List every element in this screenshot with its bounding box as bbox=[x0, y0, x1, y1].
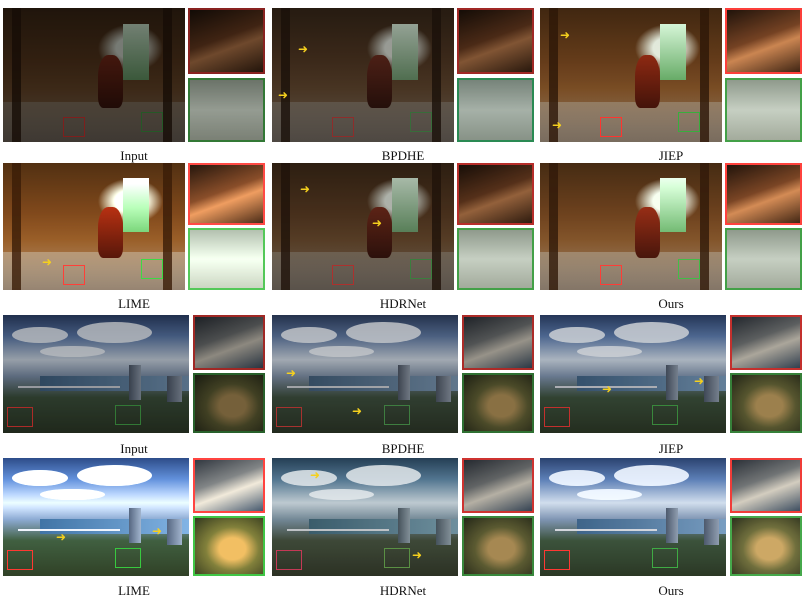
green-zoom-crop bbox=[457, 228, 534, 290]
green-zoom-box bbox=[410, 112, 432, 132]
scene-image bbox=[3, 8, 185, 142]
panel-r3c1 bbox=[3, 315, 265, 433]
scene-image bbox=[3, 163, 185, 290]
panel-r2c3 bbox=[540, 163, 802, 290]
panel-r2c1 bbox=[3, 163, 265, 290]
red-zoom-box bbox=[276, 550, 302, 570]
caption: HDRNet bbox=[379, 296, 427, 311]
caption: BPDHE bbox=[381, 441, 425, 456]
green-zoom-box bbox=[384, 405, 410, 425]
red-zoom-crop bbox=[457, 163, 534, 225]
arrow-icon: ➜ bbox=[412, 548, 423, 562]
arrow-icon: ➜ bbox=[602, 382, 613, 396]
panel-r2c2 bbox=[272, 163, 534, 290]
scene-image bbox=[272, 315, 458, 433]
caption: BPDHE bbox=[381, 148, 425, 163]
panel-r3c2 bbox=[272, 315, 534, 433]
green-zoom-crop bbox=[725, 228, 802, 290]
green-zoom-crop bbox=[730, 516, 802, 576]
red-zoom-crop bbox=[730, 315, 802, 370]
caption: LIME bbox=[118, 296, 150, 311]
scene-image bbox=[272, 458, 458, 576]
green-zoom-crop bbox=[188, 228, 265, 290]
red-zoom-box bbox=[63, 265, 85, 285]
scene-image bbox=[3, 458, 189, 576]
green-zoom-box bbox=[115, 405, 141, 425]
red-zoom-crop bbox=[462, 458, 534, 513]
green-zoom-box bbox=[410, 259, 432, 279]
scene-image bbox=[272, 163, 454, 290]
panel-r1c2 bbox=[272, 8, 534, 142]
arrow-icon: ➜ bbox=[56, 530, 67, 544]
scene-image bbox=[272, 8, 454, 142]
red-zoom-box bbox=[544, 407, 570, 427]
red-zoom-crop bbox=[188, 8, 265, 74]
arrow-icon: ➜ bbox=[152, 524, 163, 538]
caption: LIME bbox=[118, 583, 150, 598]
panel-r4c2 bbox=[272, 458, 534, 576]
scene-image bbox=[3, 315, 189, 433]
red-zoom-box bbox=[544, 550, 570, 570]
green-zoom-crop bbox=[193, 373, 265, 433]
arrow-icon: ➜ bbox=[560, 28, 571, 42]
red-zoom-crop bbox=[725, 163, 802, 225]
scene-image bbox=[540, 315, 726, 433]
red-zoom-crop bbox=[188, 163, 265, 225]
scene-image bbox=[540, 8, 722, 142]
scene-image bbox=[540, 163, 722, 290]
arrow-icon: ➜ bbox=[310, 468, 321, 482]
scene-image bbox=[540, 458, 726, 576]
red-zoom-box bbox=[600, 265, 622, 285]
red-zoom-box bbox=[276, 407, 302, 427]
red-zoom-box bbox=[332, 265, 354, 285]
green-zoom-crop bbox=[725, 78, 802, 142]
red-zoom-crop bbox=[457, 8, 534, 74]
green-zoom-box bbox=[141, 259, 163, 279]
green-zoom-crop bbox=[462, 516, 534, 576]
arrow-icon: ➜ bbox=[286, 366, 297, 380]
panel-r3c3 bbox=[540, 315, 802, 433]
panel-r4c1 bbox=[3, 458, 265, 576]
arrow-icon: ➜ bbox=[694, 374, 705, 388]
green-zoom-box bbox=[115, 548, 141, 568]
panel-r1c3 bbox=[540, 8, 802, 142]
green-zoom-box bbox=[384, 548, 410, 568]
green-zoom-box bbox=[678, 259, 700, 279]
red-zoom-crop bbox=[725, 8, 802, 74]
panel-r1c1 bbox=[3, 8, 265, 142]
caption: Ours bbox=[658, 296, 684, 311]
green-zoom-box bbox=[652, 405, 678, 425]
arrow-icon: ➜ bbox=[298, 42, 309, 56]
green-zoom-box bbox=[678, 112, 700, 132]
red-zoom-crop bbox=[193, 458, 265, 513]
caption: Input bbox=[120, 441, 148, 456]
green-zoom-crop bbox=[193, 516, 265, 576]
green-zoom-crop bbox=[462, 373, 534, 433]
arrow-icon: ➜ bbox=[42, 255, 53, 269]
panel-r4c3 bbox=[540, 458, 802, 576]
arrow-icon: ➜ bbox=[352, 404, 363, 418]
arrow-icon: ➜ bbox=[278, 88, 289, 102]
red-zoom-box bbox=[7, 407, 33, 427]
green-zoom-crop bbox=[730, 373, 802, 433]
red-zoom-box bbox=[600, 117, 622, 137]
red-zoom-box bbox=[7, 550, 33, 570]
red-zoom-box bbox=[332, 117, 354, 137]
red-zoom-box bbox=[63, 117, 85, 137]
arrow-icon: ➜ bbox=[552, 118, 563, 132]
caption: HDRNet bbox=[379, 583, 427, 598]
arrow-icon: ➜ bbox=[300, 182, 311, 196]
arrow-icon: ➜ bbox=[372, 216, 383, 230]
green-zoom-box bbox=[141, 112, 163, 132]
green-zoom-crop bbox=[457, 78, 534, 142]
caption: JIEP bbox=[658, 441, 684, 456]
red-zoom-crop bbox=[462, 315, 534, 370]
caption: Input bbox=[120, 148, 148, 163]
caption: JIEP bbox=[658, 148, 684, 163]
caption: Ours bbox=[658, 583, 684, 598]
green-zoom-crop bbox=[188, 78, 265, 142]
red-zoom-crop bbox=[730, 458, 802, 513]
green-zoom-box bbox=[652, 548, 678, 568]
red-zoom-crop bbox=[193, 315, 265, 370]
